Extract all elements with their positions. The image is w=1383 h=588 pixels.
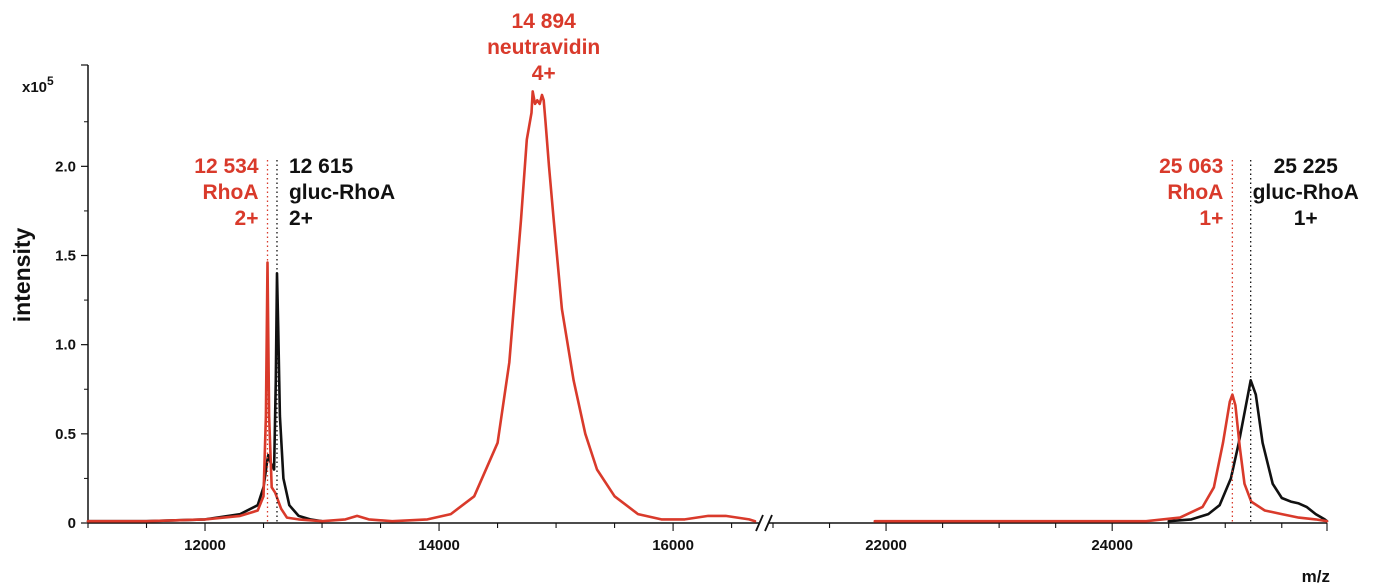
y-tick-label: 0.5 (55, 426, 76, 443)
axis-break-mark (764, 514, 773, 532)
ann-12534-line: RhoA (203, 181, 259, 204)
y-multiplier-base: x10 (22, 79, 47, 96)
ann-12534-line: 12 534 (194, 155, 259, 178)
series-line-red (86, 90, 757, 523)
series-line-black (86, 272, 324, 523)
y-multiplier: x105 (22, 74, 54, 96)
y-multiplier-exponent: 5 (47, 74, 54, 88)
x-tick-label: 12000 (184, 537, 226, 554)
x-axis-title: m/z (1302, 567, 1330, 586)
ann-25063-line: 25 063 (1159, 155, 1223, 178)
y-tick-label: 1.5 (55, 248, 76, 265)
ann-25225-line: 1+ (1294, 207, 1318, 230)
y-axis-title: intensity (9, 228, 35, 323)
ann-14894-line: 14 894 (512, 10, 577, 33)
y-tick-label: 2.0 (55, 158, 76, 175)
y-tick-label: 1.0 (55, 337, 76, 354)
ann-14894-line: 4+ (532, 62, 556, 85)
ann-25063-line: RhoA (1167, 181, 1223, 204)
x-tick-label: 16000 (652, 537, 694, 554)
x-tick-label: 14000 (418, 537, 460, 554)
ann-25225-line: gluc-RhoA (1253, 181, 1359, 204)
x-tick-label: 24000 (1091, 537, 1133, 554)
axis-break-mark (755, 514, 764, 532)
ann-12615-line: 2+ (289, 207, 313, 230)
ann-25063-line: 1+ (1199, 207, 1223, 230)
ann-14894-line: neutravidin (487, 36, 600, 59)
x-tick-label: 22000 (865, 537, 907, 554)
series-line-black (1167, 379, 1329, 523)
ann-12534-line: 2+ (235, 207, 259, 230)
series-line-red (873, 393, 1329, 523)
ann-12615-line: gluc-RhoA (289, 181, 395, 204)
ann-25225-line: 25 225 (1274, 155, 1339, 178)
ann-12615-line: 12 615 (289, 155, 354, 178)
y-tick-label: 0 (68, 515, 76, 532)
